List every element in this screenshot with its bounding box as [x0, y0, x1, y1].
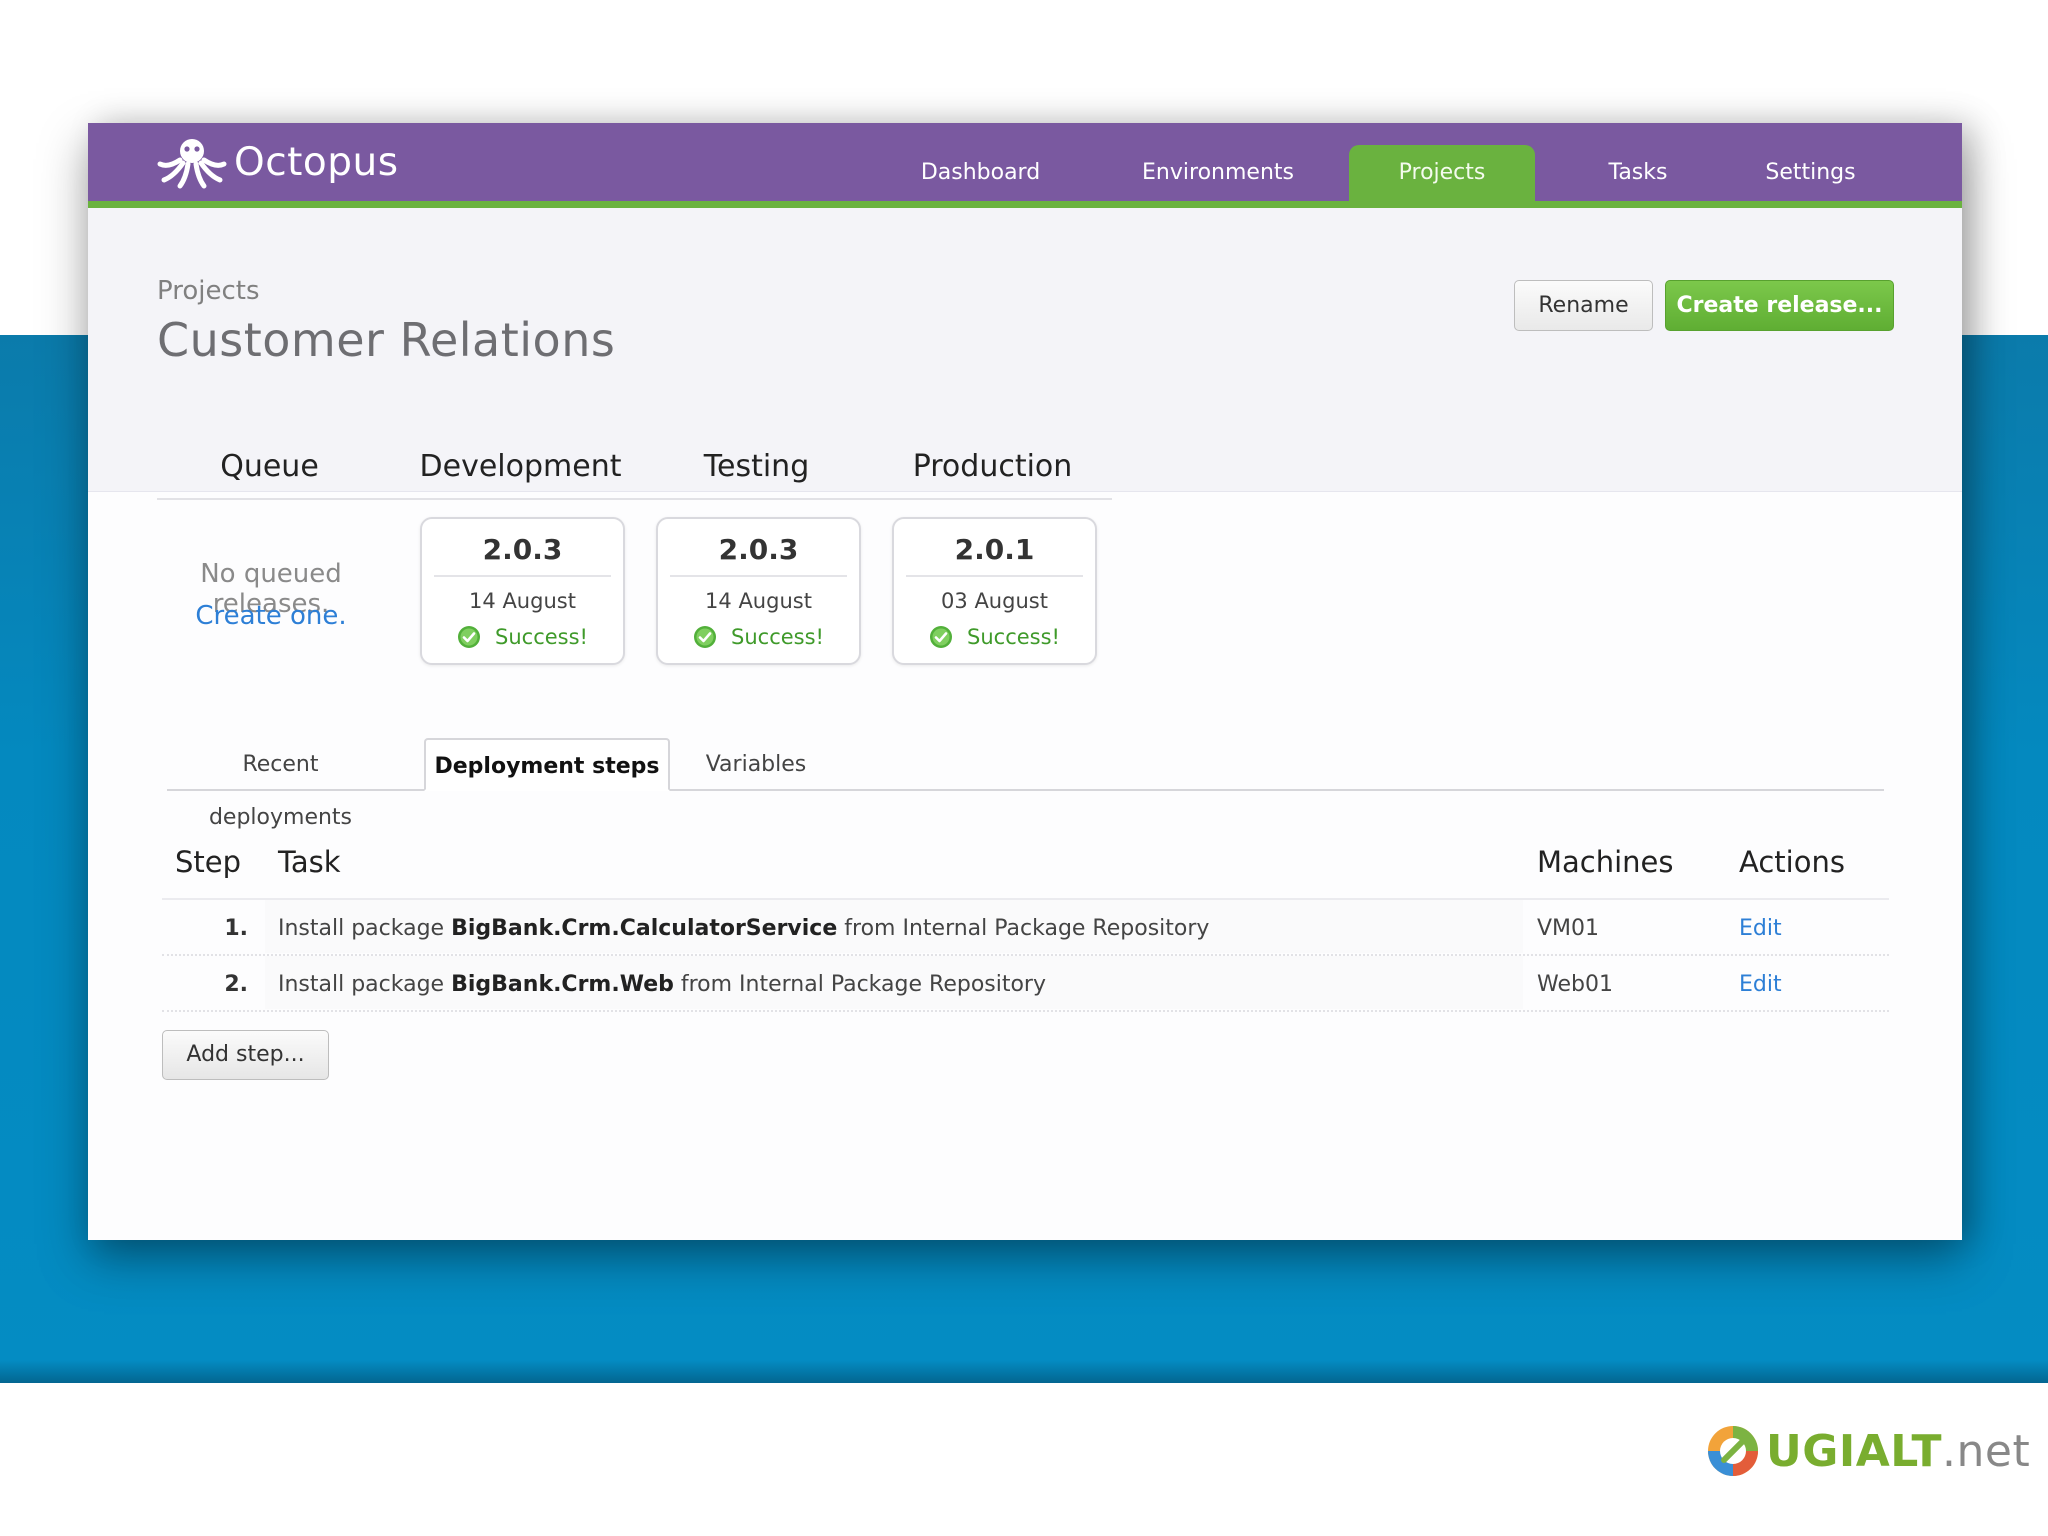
card-divider — [670, 575, 847, 577]
release-status-text: Success! — [495, 625, 588, 649]
column-header-queue: Queue — [220, 449, 319, 484]
release-date: 14 August — [705, 589, 812, 613]
logo-text: Octopus — [234, 139, 399, 185]
release-status-text: Success! — [731, 625, 824, 649]
logo[interactable]: Octopus — [156, 131, 399, 193]
step-number: 1. — [224, 916, 248, 941]
column-header-actions: Actions — [1739, 845, 1845, 879]
app-window: Octopus Dashboard Environments Projects … — [88, 123, 1962, 1240]
card-divider — [906, 575, 1083, 577]
nav-dashboard[interactable]: Dashboard — [920, 160, 1041, 185]
step-task: Install package BigBank.Crm.Web from Int… — [278, 972, 1046, 997]
success-check-icon — [694, 626, 717, 648]
table-cell-bg — [265, 900, 1523, 953]
column-header-development: Development — [419, 449, 622, 484]
task-suffix: from Internal Package Repository — [844, 916, 1210, 941]
release-status-text: Success! — [967, 625, 1060, 649]
nav-projects[interactable]: Projects — [1349, 145, 1535, 201]
release-version: 2.0.1 — [954, 533, 1035, 566]
table-cell-bg — [265, 956, 1523, 1009]
footer-brand-name: UGIALT — [1766, 1425, 1943, 1477]
background-band-shadow — [0, 1360, 2048, 1383]
column-header-step: Step — [175, 845, 242, 879]
tab-recent-deployments[interactable]: Recent deployments — [208, 752, 353, 830]
table-row-rule — [162, 1010, 1889, 1012]
step-number: 2. — [224, 972, 248, 997]
table-header-rule — [162, 898, 1889, 900]
column-header-production: Production — [912, 449, 1073, 484]
nav-accent-line — [88, 201, 1962, 208]
step-task: Install package BigBank.Crm.CalculatorSe… — [278, 916, 1209, 941]
release-card-testing[interactable]: 2.0.3 14 August Success! — [656, 517, 861, 665]
tab-deployment-steps[interactable]: Deployment steps — [424, 738, 670, 791]
rename-button[interactable]: Rename — [1514, 280, 1653, 331]
release-status: Success! — [894, 625, 1095, 649]
success-check-icon — [458, 626, 481, 648]
release-status: Success! — [658, 625, 859, 649]
task-prefix: Install package — [278, 916, 445, 941]
release-version: 2.0.3 — [718, 533, 799, 566]
footer-brand-suffix: .net — [1942, 1425, 2031, 1477]
release-card-production[interactable]: 2.0.1 03 August Success! — [892, 517, 1097, 665]
breadcrumb[interactable]: Projects — [157, 276, 260, 306]
success-check-icon — [930, 626, 953, 648]
card-divider — [434, 575, 611, 577]
edit-step-link[interactable]: Edit — [1739, 916, 1782, 941]
create-release-link[interactable]: Create one. — [195, 601, 347, 631]
tabs-baseline — [167, 789, 1884, 791]
add-step-button[interactable]: Add step... — [162, 1030, 329, 1080]
octopus-icon — [157, 139, 227, 189]
tab-variables[interactable]: Variables — [705, 752, 807, 777]
environment-divider — [157, 498, 1112, 500]
page-header — [88, 208, 1962, 492]
step-machine: Web01 — [1537, 972, 1613, 997]
task-suffix: from Internal Package Repository — [680, 972, 1046, 997]
release-status: Success! — [422, 625, 623, 649]
task-prefix: Install package — [278, 972, 445, 997]
release-card-development[interactable]: 2.0.3 14 August Success! — [420, 517, 625, 665]
package-name: BigBank.Crm.CalculatorService — [451, 916, 838, 941]
nav-settings[interactable]: Settings — [1765, 160, 1856, 185]
release-date: 03 August — [941, 589, 1048, 613]
nav-environments[interactable]: Environments — [1142, 160, 1294, 185]
step-machine: VM01 — [1537, 916, 1600, 941]
column-header-testing: Testing — [703, 449, 810, 484]
release-version: 2.0.3 — [482, 533, 563, 566]
package-name: BigBank.Crm.Web — [451, 972, 674, 997]
page-title: Customer Relations — [157, 313, 616, 367]
release-date: 14 August — [469, 589, 576, 613]
top-navigation-bar: Octopus Dashboard Environments Projects … — [88, 123, 1962, 201]
column-header-task: Task — [278, 845, 341, 879]
ugialt-logo-icon — [1708, 1426, 1758, 1476]
footer-brand: UGIALT.net — [1766, 1426, 2030, 1477]
edit-step-link[interactable]: Edit — [1739, 972, 1782, 997]
footer-logo: UGIALT.net — [1706, 1421, 2030, 1481]
column-header-machines: Machines — [1537, 845, 1674, 879]
nav-tasks[interactable]: Tasks — [1608, 160, 1668, 185]
create-release-button[interactable]: Create release... — [1665, 280, 1894, 331]
table-row-rule — [162, 954, 1889, 956]
queue-empty-text: No queued releases. — [200, 559, 342, 619]
